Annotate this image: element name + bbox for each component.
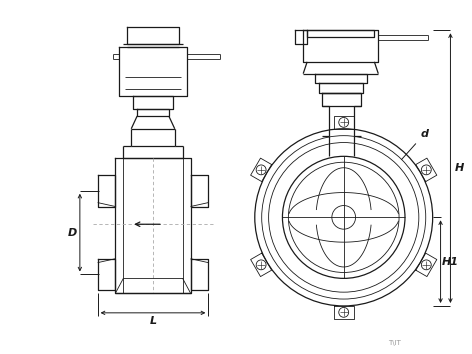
Text: L: L — [150, 316, 157, 326]
Text: T\IT: T\IT — [388, 340, 401, 346]
Text: H1: H1 — [442, 257, 459, 267]
Text: D: D — [67, 228, 76, 238]
Text: H: H — [455, 163, 464, 173]
Text: d: d — [402, 129, 428, 160]
